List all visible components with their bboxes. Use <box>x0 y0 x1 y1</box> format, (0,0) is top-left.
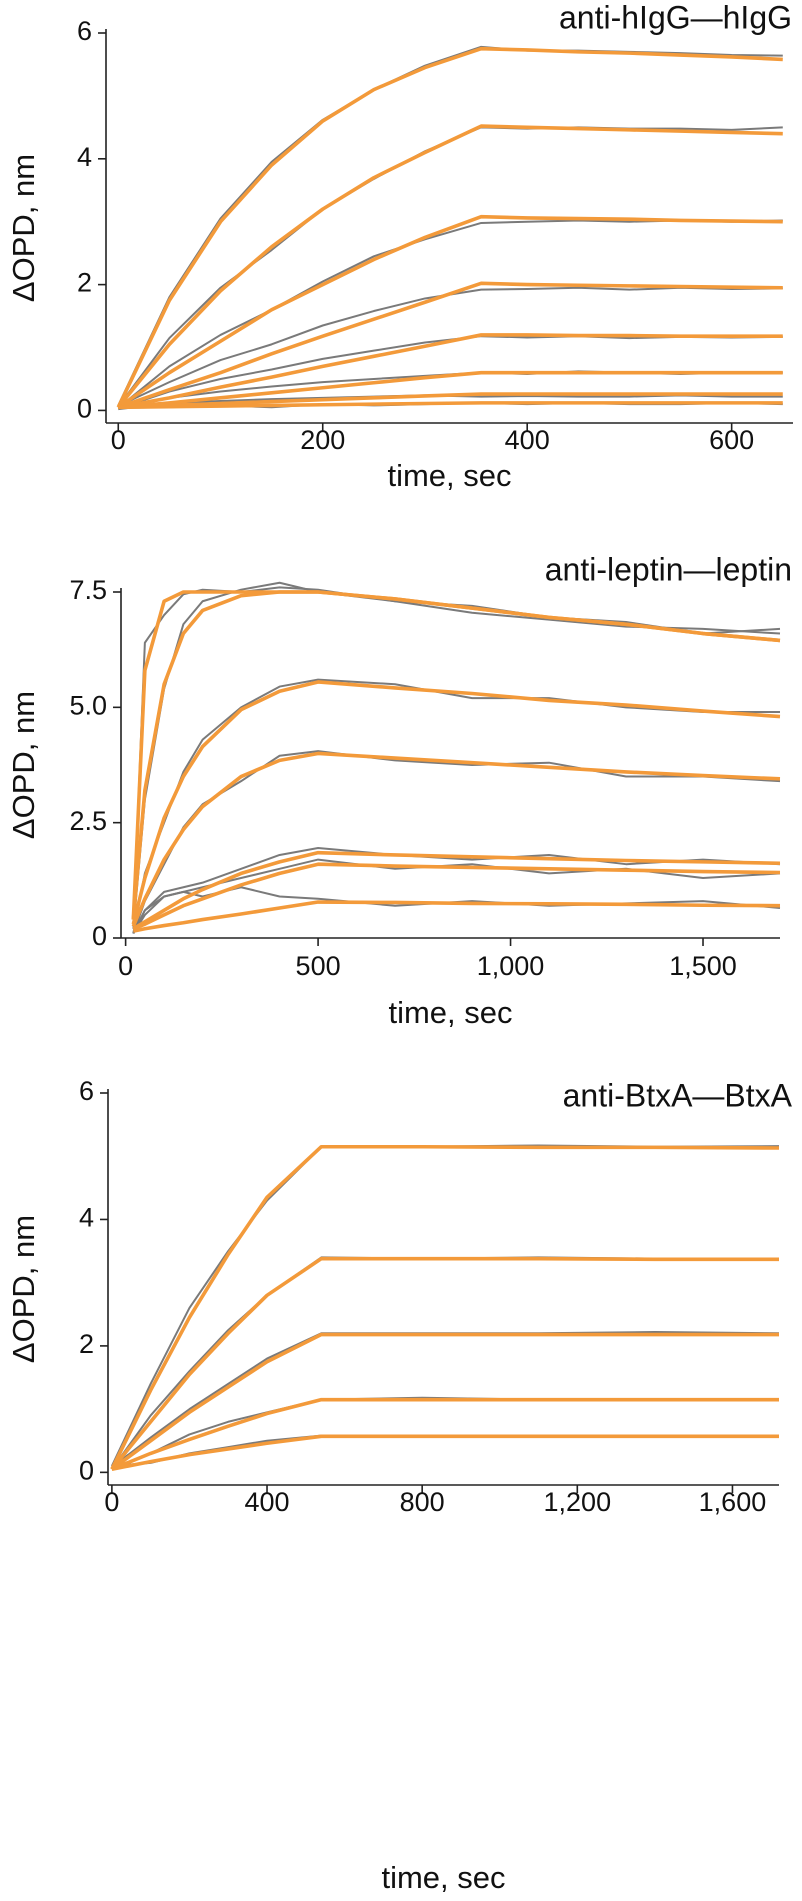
x-axis-title: time, sec <box>387 458 511 493</box>
x-tick-label: 200 <box>300 425 345 455</box>
x-tick-label: 0 <box>104 1487 119 1517</box>
y-axis-title: ΔOPD, nm <box>6 1215 41 1363</box>
series-line <box>132 862 781 931</box>
series-line <box>132 750 781 934</box>
series-line <box>116 46 783 409</box>
series-line <box>110 1144 780 1470</box>
y-axis-title: ΔOPD, nm <box>6 691 41 839</box>
x-axis-title: time, sec <box>381 1860 505 1895</box>
y-tick-label: 2 <box>79 1329 94 1359</box>
x-tick-label: 800 <box>400 1487 445 1517</box>
series-line <box>111 1397 779 1471</box>
series-line <box>131 680 781 925</box>
series-line <box>117 333 783 410</box>
series-line <box>116 124 783 409</box>
x-tick-label: 0 <box>118 951 133 981</box>
series-line <box>132 850 781 931</box>
series-line <box>118 392 783 410</box>
series-line <box>111 1330 780 1469</box>
y-tick-label: 6 <box>77 16 92 46</box>
chart-title: anti-BtxA—BtxA <box>563 1077 793 1113</box>
y-tick-label: 2.5 <box>69 806 107 836</box>
y-tick-label: 5.0 <box>69 690 107 720</box>
x-tick-label: 0 <box>111 425 126 455</box>
series-line <box>118 370 783 410</box>
series-line <box>131 590 781 920</box>
series-line <box>132 586 781 925</box>
x-tick-label: 500 <box>296 951 341 981</box>
series-line <box>117 126 783 408</box>
x-tick-label: 1,000 <box>477 951 545 981</box>
x-tick-label: 1,500 <box>669 951 737 981</box>
y-tick-label: 6 <box>79 1076 94 1106</box>
y-tick-label: 0 <box>79 1455 94 1485</box>
series-line <box>117 214 783 409</box>
y-tick-label: 0 <box>77 394 92 424</box>
y-tick-label: 4 <box>79 1203 94 1233</box>
x-tick-label: 1,600 <box>699 1487 767 1517</box>
x-axis-title: time, sec <box>388 995 512 1030</box>
x-tick-label: 400 <box>505 425 550 455</box>
series-line <box>110 1144 780 1467</box>
series-line <box>110 1332 779 1471</box>
series-line <box>132 900 781 933</box>
series-line <box>131 751 781 928</box>
series-line <box>111 1434 779 1471</box>
series-line <box>132 886 781 934</box>
series-line <box>117 281 783 409</box>
x-tick-label: 1,200 <box>544 1487 612 1517</box>
series-line <box>118 401 783 410</box>
x-tick-label: 600 <box>709 425 754 455</box>
y-tick-label: 7.5 <box>69 575 107 605</box>
chart-title: anti-hIgG—hIgG <box>559 0 792 35</box>
series-line <box>110 1256 779 1471</box>
series-line <box>132 847 781 934</box>
chart-title: anti-leptin—leptin <box>545 551 792 587</box>
x-tick-label: 400 <box>244 1487 289 1517</box>
y-tick-label: 4 <box>77 142 92 172</box>
y-tick-label: 2 <box>77 268 92 298</box>
y-axis-title: ΔOPD, nm <box>6 154 41 302</box>
y-tick-label: 0 <box>92 921 107 951</box>
